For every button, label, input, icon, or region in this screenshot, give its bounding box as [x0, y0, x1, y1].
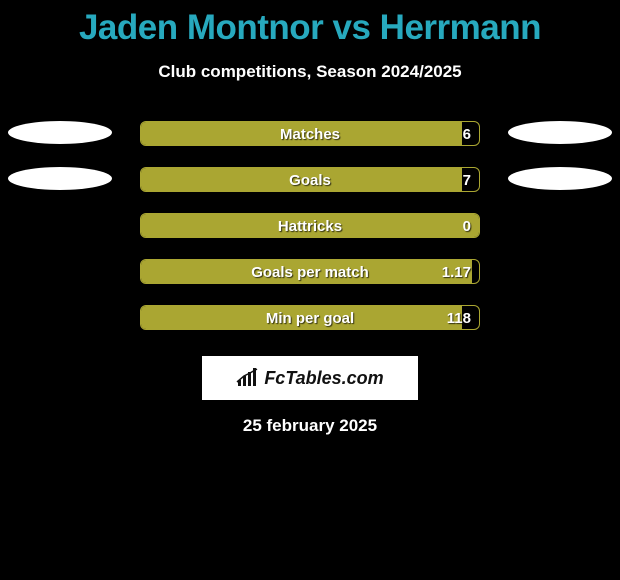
stat-bar: Goals7 [140, 167, 480, 192]
stat-value: 7 [463, 172, 471, 189]
stat-label: Hattricks [141, 218, 479, 235]
stat-bar: Min per goal118 [140, 305, 480, 330]
stat-bar: Goals per match1.17 [140, 259, 480, 284]
player2-marker [508, 121, 612, 144]
stat-row: Hattricks0 [0, 206, 620, 252]
brand-logo-text: FcTables.com [264, 368, 383, 389]
brand-logo: FcTables.com [202, 356, 418, 400]
stat-label: Goals per match [141, 264, 479, 281]
stat-row: Min per goal118 [0, 298, 620, 344]
stat-row: Goals per match1.17 [0, 252, 620, 298]
stat-label: Min per goal [141, 310, 479, 327]
comparison-subtitle: Club competitions, Season 2024/2025 [0, 62, 620, 82]
stat-value: 118 [447, 310, 471, 327]
stat-bar: Hattricks0 [140, 213, 480, 238]
player1-marker [8, 167, 112, 190]
stat-value: 1.17 [442, 264, 471, 281]
stat-value: 0 [463, 218, 471, 235]
chart-icon [236, 368, 260, 388]
stat-row: Matches6 [0, 114, 620, 160]
stat-label: Matches [141, 126, 479, 143]
stat-label: Goals [141, 172, 479, 189]
comparison-title: Jaden Montnor vs Herrmann [0, 0, 620, 48]
stat-row: Goals7 [0, 160, 620, 206]
stat-value: 6 [463, 126, 471, 143]
stat-rows: Matches6Goals7Hattricks0Goals per match1… [0, 114, 620, 344]
player2-marker [508, 167, 612, 190]
player1-marker [8, 121, 112, 144]
snapshot-date: 25 february 2025 [0, 416, 620, 436]
stat-bar: Matches6 [140, 121, 480, 146]
